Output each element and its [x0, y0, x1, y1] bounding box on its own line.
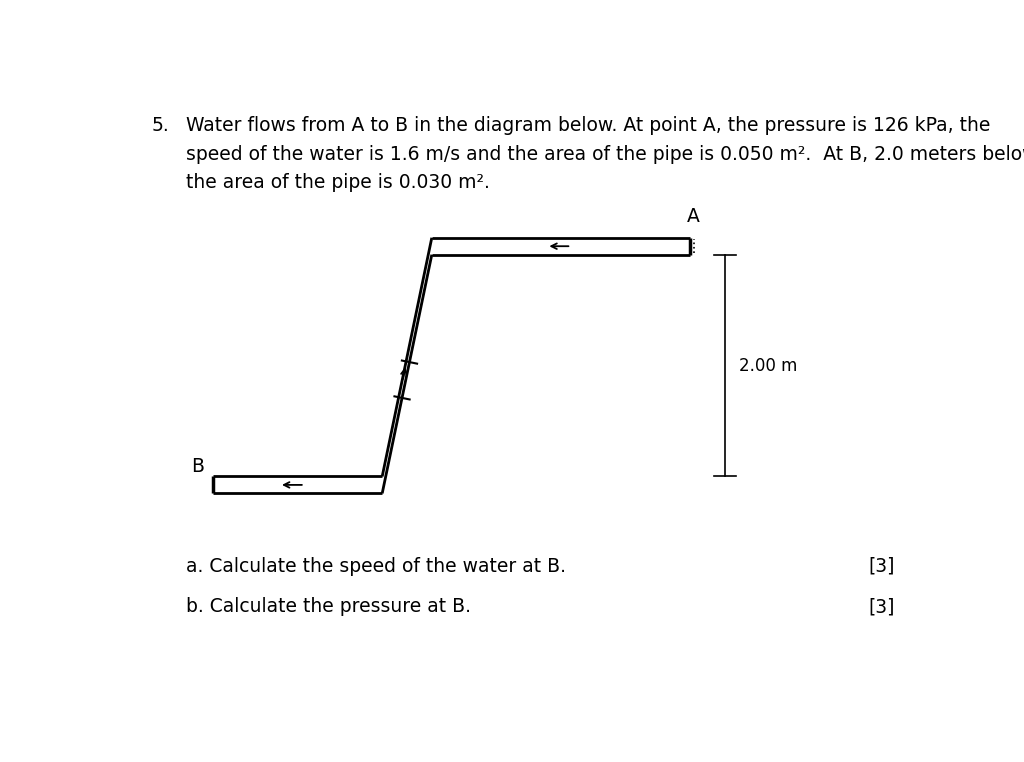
- Text: a. Calculate the speed of the water at B.: a. Calculate the speed of the water at B…: [186, 556, 566, 575]
- Text: 5.: 5.: [152, 116, 169, 135]
- Text: Water flows from A to B in the diagram below. At point A, the pressure is 126 kP: Water flows from A to B in the diagram b…: [186, 116, 990, 135]
- Text: 2.00 m: 2.00 m: [738, 357, 797, 375]
- Text: A: A: [687, 207, 700, 226]
- Text: [3]: [3]: [868, 597, 895, 616]
- Text: speed of the water is 1.6 m/s and the area of the pipe is 0.050 m².  At B, 2.0 m: speed of the water is 1.6 m/s and the ar…: [186, 145, 1024, 164]
- Text: b. Calculate the pressure at B.: b. Calculate the pressure at B.: [186, 597, 471, 616]
- Text: the area of the pipe is 0.030 m².: the area of the pipe is 0.030 m².: [186, 173, 490, 192]
- Text: B: B: [190, 457, 204, 476]
- Text: [3]: [3]: [868, 556, 895, 575]
